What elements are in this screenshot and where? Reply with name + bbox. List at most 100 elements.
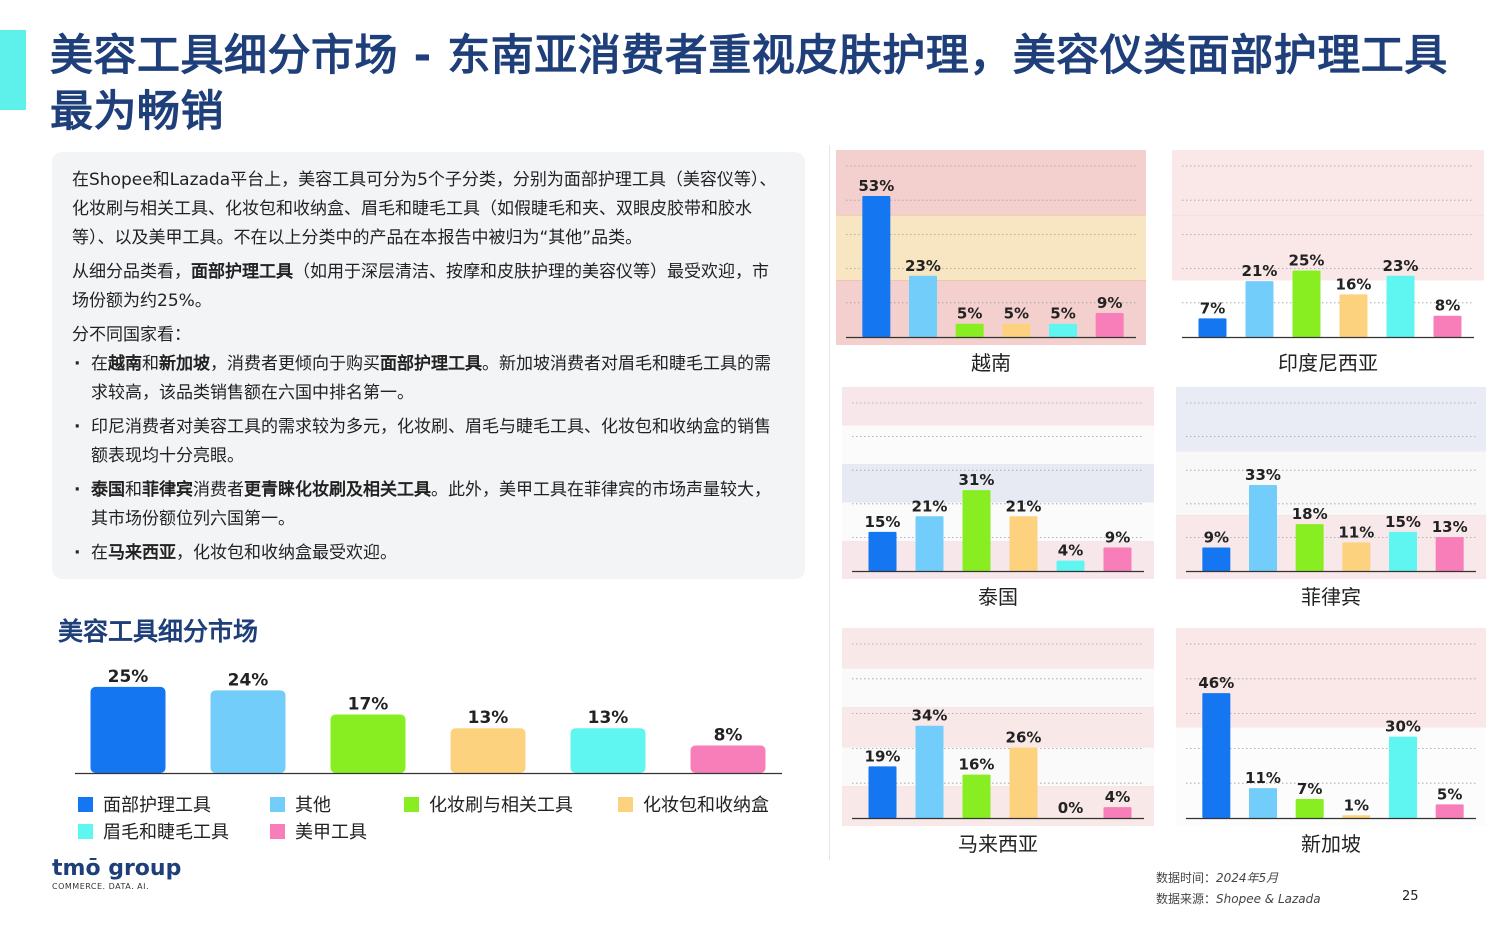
data-label: 9% xyxy=(1105,529,1130,547)
page-title: 美容工具细分市场 - 东南亚消费者重视皮肤护理，美容仪类面部护理工具最为畅销 xyxy=(50,31,1448,137)
legend-label: 面部护理工具 xyxy=(103,795,211,816)
data-label: 16% xyxy=(959,756,995,774)
intro-paragraphs: 在Shopee和Lazada平台上，美容工具可分为5个子分类，分别为面部护理工具… xyxy=(72,166,785,350)
intro-paragraph: 从细分品类看，面部护理工具（如用于深层清洁、按摩和皮肤护理的美容仪等）最受欢迎，… xyxy=(72,258,785,316)
legend-label: 其他 xyxy=(295,795,331,816)
intro-paragraph: 在Shopee和Lazada平台上，美容工具可分为5个子分类，分别为面部护理工具… xyxy=(72,166,785,253)
data-label: 18% xyxy=(1292,505,1328,523)
flag-stripe xyxy=(842,463,1154,504)
overall-chart-title: 美容工具细分市场 xyxy=(58,617,259,646)
data-label: 7% xyxy=(1200,299,1225,317)
legend-item: 面部护理工具 xyxy=(78,791,211,817)
bar xyxy=(1056,560,1085,571)
data-label: 25% xyxy=(1289,251,1325,269)
data-label: 9% xyxy=(1204,529,1229,547)
data-label: 16% xyxy=(1336,275,1372,293)
bar xyxy=(1103,547,1132,571)
legend-label: 化妆刷与相关工具 xyxy=(429,795,573,816)
country-chart-panel: 46% 11% 7% 1% 30% 5% 新加坡 xyxy=(1176,628,1486,856)
data-label: 5% xyxy=(1004,305,1029,323)
data-label: 4% xyxy=(1105,788,1130,806)
country-name: 菲律宾 xyxy=(1301,585,1361,609)
legend-item: 化妆刷与相关工具 xyxy=(404,791,573,817)
bar xyxy=(450,728,526,773)
legend-swatch xyxy=(404,796,419,812)
legend-swatch xyxy=(618,796,633,812)
bar xyxy=(90,686,166,773)
flag-stripe xyxy=(842,628,1154,669)
bar xyxy=(1095,313,1124,337)
body-text: 分不同国家看： xyxy=(72,325,191,345)
source-label: 数据来源： xyxy=(1156,892,1217,906)
bar xyxy=(1435,804,1464,818)
country-bullets: 在越南和新加坡，消费者更倾向于购买面部护理工具。新加坡消费者对眉毛和睫毛工具的需… xyxy=(72,350,785,568)
emphasis-text: 更青睐化妆刷及相关工具 xyxy=(244,480,431,500)
legend-label: 化妆包和收纳盒 xyxy=(643,795,769,816)
country-chart-panel: 53% 23% 5% 5% 5% 9% 越南 xyxy=(836,150,1146,375)
tmo-group-logo: tmō group COMMERCE. DATA. AI. xyxy=(52,856,181,891)
bar xyxy=(690,745,766,773)
body-text: 。新加坡消费者对眉毛和睫毛工具的需求较高，该品类销售额在六国中排名第一。 xyxy=(91,354,771,403)
bar xyxy=(1389,736,1417,818)
data-label: 19% xyxy=(865,747,901,765)
data-label: 5% xyxy=(1437,785,1462,803)
data-label: 17% xyxy=(348,694,389,714)
bar xyxy=(1249,484,1277,571)
bar xyxy=(1435,537,1464,571)
flag-stripe xyxy=(1176,387,1486,452)
data-label: 15% xyxy=(865,513,901,531)
bar xyxy=(909,275,937,337)
data-label: 8% xyxy=(1435,297,1460,315)
flag-stripe xyxy=(842,667,1154,709)
bar xyxy=(1198,318,1227,337)
body-text: 在 xyxy=(91,543,108,563)
country-chart-panel: 9% 33% 18% 11% 15% 13% 菲律宾 xyxy=(1176,387,1486,609)
flag-background xyxy=(1172,150,1484,345)
data-label: 25% xyxy=(108,667,149,687)
data-label: 7% xyxy=(1297,780,1322,798)
data-label: 9% xyxy=(1097,294,1122,312)
title-accent-bar xyxy=(0,30,26,110)
data-label: 23% xyxy=(1383,257,1419,275)
body-text: 和 xyxy=(125,480,142,500)
legend-item: 眉毛和睫毛工具 xyxy=(78,818,229,844)
source-value: Shopee & Lazada xyxy=(1216,892,1321,906)
bar xyxy=(210,690,286,773)
country-name: 泰国 xyxy=(978,585,1018,609)
bullet-item: 印尼消费者对美容工具的需求较为多元，化妆刷、眉毛与睫毛工具、化妆包和收纳盒的销售… xyxy=(72,413,785,471)
country-bar-chart: 46% 11% 7% 1% 30% 5% xyxy=(1186,643,1476,820)
legend-swatch xyxy=(270,796,285,812)
data-label: 33% xyxy=(1245,466,1281,484)
body-text: 从细分品类看， xyxy=(72,262,191,282)
bar xyxy=(1249,788,1277,818)
country-chart-panel: 7% 21% 25% 16% 23% 8% 印度尼西亚 xyxy=(1172,150,1484,375)
bar xyxy=(868,766,897,818)
data-label: 8% xyxy=(714,725,743,745)
date-value: 2024年5月 xyxy=(1216,871,1279,885)
emphasis-text: 面部护理工具 xyxy=(191,262,293,282)
flag-stripe xyxy=(1172,150,1484,216)
body-text: 印尼消费者对美容工具的需求较为多元，化妆刷、眉毛与睫毛工具、化妆包和收纳盒的销售… xyxy=(91,417,771,466)
flag-stripe xyxy=(1172,215,1484,281)
bullet-item: 泰国和菲律宾消费者更青睐化妆刷及相关工具。此外，美甲工具在菲律宾的市场声量较大，… xyxy=(72,476,785,534)
data-label: 11% xyxy=(1245,769,1281,787)
data-label: 31% xyxy=(959,471,995,489)
country-bar-chart: 9% 33% 18% 11% 15% 13% xyxy=(1186,402,1476,573)
data-label: 13% xyxy=(1432,518,1468,536)
data-label: 26% xyxy=(1006,728,1042,746)
data-label: 5% xyxy=(957,305,982,323)
country-chart-panel: 15% 21% 31% 21% 4% 9% 泰国 xyxy=(842,387,1154,609)
country-bar-chart: 19% 34% 16% 26% 0% 4% xyxy=(852,643,1144,820)
data-label: 30% xyxy=(1385,718,1421,736)
data-label: 53% xyxy=(858,177,894,195)
date-label: 数据时间： xyxy=(1156,871,1217,885)
page-number: 25 xyxy=(1402,889,1419,904)
data-label: 21% xyxy=(1006,497,1042,515)
bar xyxy=(1389,531,1417,571)
body-text: 消费者 xyxy=(193,480,244,500)
bar xyxy=(962,490,991,571)
emphasis-text: 面部护理工具 xyxy=(380,354,482,374)
data-label: 5% xyxy=(1050,305,1075,323)
bar xyxy=(962,774,991,818)
country-name: 新加坡 xyxy=(1301,832,1361,856)
